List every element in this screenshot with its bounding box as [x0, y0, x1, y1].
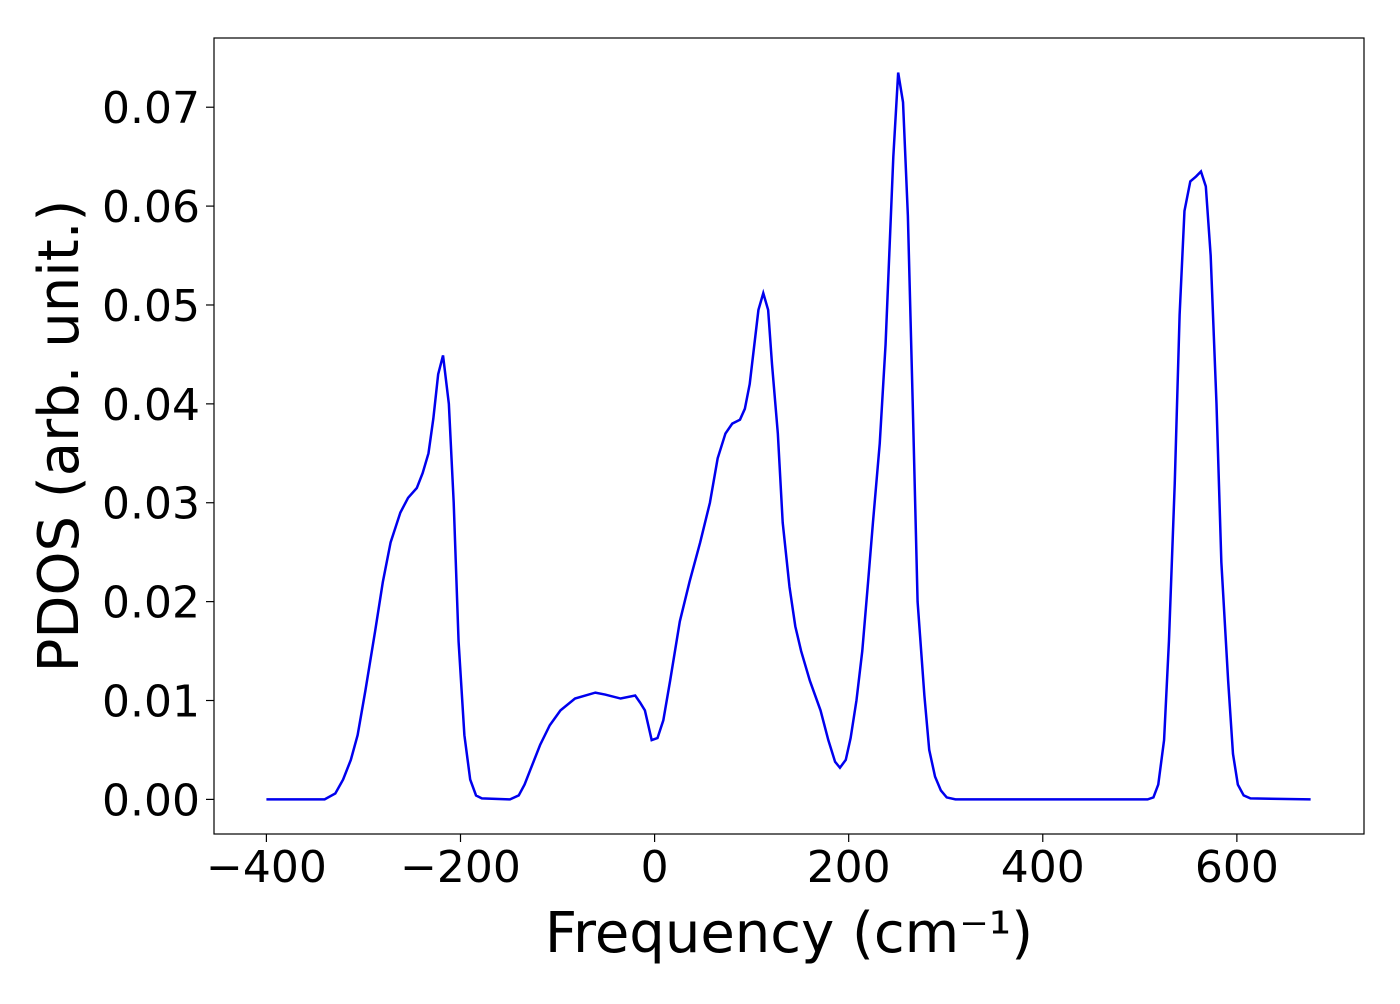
y-tick-label: 0.07 — [102, 83, 200, 134]
y-tick-label: 0.00 — [102, 775, 200, 826]
y-tick-label: 0.01 — [102, 677, 200, 728]
x-tick-label: −400 — [206, 842, 327, 893]
x-axis-label: Frequency (cm⁻¹) — [545, 901, 1033, 966]
y-tick-label: 0.03 — [102, 479, 200, 530]
y-tick-label: 0.05 — [102, 281, 200, 332]
x-tick-label: 400 — [1001, 842, 1085, 893]
data-line — [266, 72, 1311, 801]
y-axis-label: PDOS (arb. unit.) — [27, 200, 92, 673]
x-tick-label: 200 — [807, 842, 891, 893]
x-tick-label: 600 — [1195, 842, 1279, 893]
x-tick-label: 0 — [641, 842, 669, 893]
y-tick-label: 0.04 — [102, 380, 200, 431]
y-tick-label: 0.06 — [102, 182, 200, 233]
plot-frame — [213, 37, 1365, 835]
y-tick-label: 0.02 — [102, 578, 200, 629]
x-tick-label: −200 — [400, 842, 521, 893]
